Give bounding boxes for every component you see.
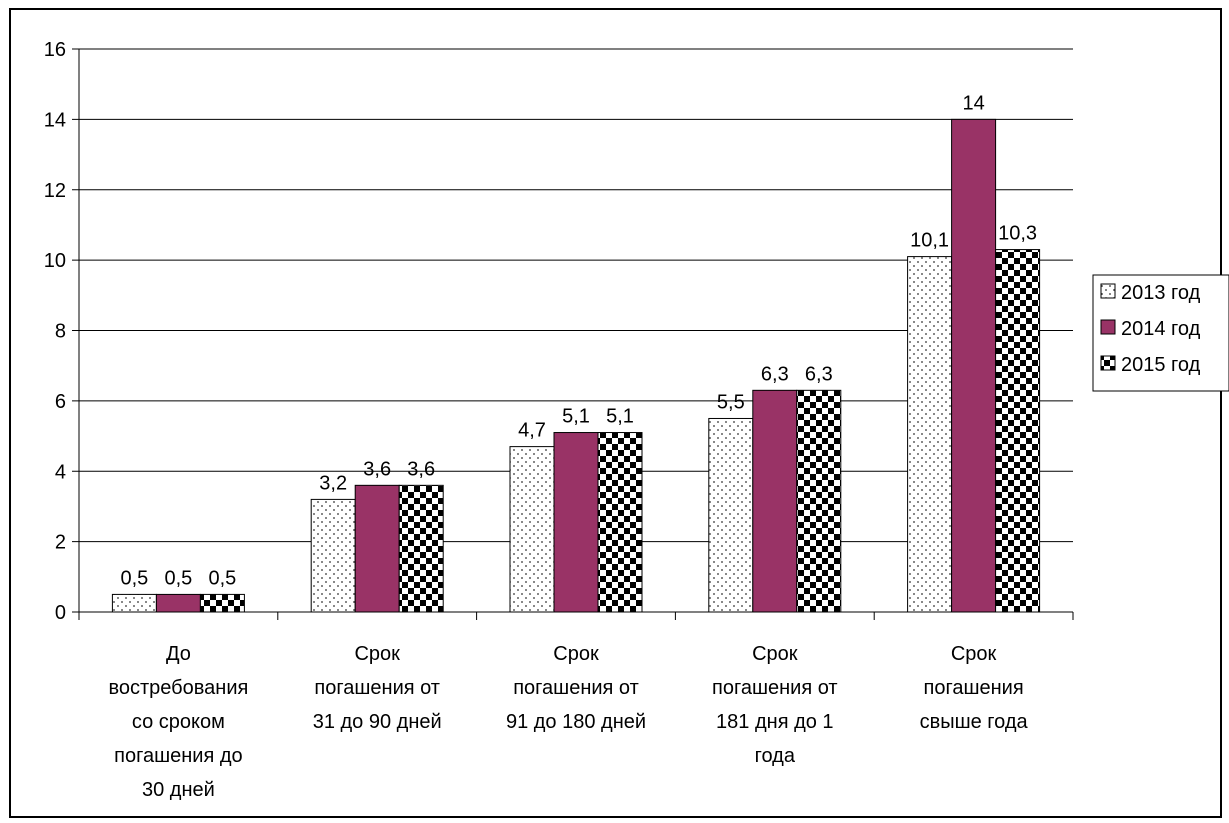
category-label: погашения xyxy=(924,677,1024,699)
data-label: 3,6 xyxy=(407,458,435,480)
category-label: До xyxy=(166,643,191,665)
y-tick-label: 14 xyxy=(44,109,66,131)
data-label: 3,2 xyxy=(319,472,347,494)
legend-swatch xyxy=(1100,283,1116,299)
legend-swatch xyxy=(1100,319,1116,335)
data-label: 5,5 xyxy=(717,391,745,413)
data-label: 6,3 xyxy=(761,363,789,385)
category-label: Срок xyxy=(752,643,798,665)
category-label: погашения от xyxy=(513,677,639,699)
data-label: 0,5 xyxy=(208,567,236,589)
y-tick-label: 8 xyxy=(55,321,66,343)
category-label: погашения от xyxy=(314,677,440,699)
data-label: 14 xyxy=(962,92,984,114)
y-tick-label: 4 xyxy=(55,461,66,483)
y-tick-label: 2 xyxy=(55,532,66,554)
category-label: 91 до 180 дней xyxy=(506,711,646,733)
bar-2013-год xyxy=(907,256,953,613)
bar-2013-год xyxy=(310,498,356,613)
data-label: 5,1 xyxy=(606,406,634,428)
category-label: востребования xyxy=(108,677,248,699)
bar-2015-год xyxy=(995,249,1041,613)
legend-label: 2015 год xyxy=(1121,354,1201,376)
legend-label: 2014 год xyxy=(1121,318,1201,340)
legend-box xyxy=(1092,274,1229,392)
legend-swatch xyxy=(1100,355,1116,371)
category-label: погашения до xyxy=(114,745,243,767)
category-label: Срок xyxy=(553,643,599,665)
data-label: 0,5 xyxy=(120,567,148,589)
y-tick-label: 16 xyxy=(44,39,66,61)
bar-2015-год xyxy=(796,389,842,613)
category-label: Срок xyxy=(951,643,997,665)
axes: 0 2 4 6 8 10 12 14 16 До востребования со сроком пог… xyxy=(44,39,1074,801)
y-tick-label: 6 xyxy=(55,391,66,413)
bar-2013-год xyxy=(708,417,754,613)
category-label: 181 дня до 1 xyxy=(716,711,834,733)
category-label: погашения от xyxy=(712,677,838,699)
bar-2015-год xyxy=(199,593,245,613)
legend-label: 2013 год xyxy=(1121,282,1201,304)
category-label: 30 дней xyxy=(142,779,215,801)
bar-2014-год xyxy=(752,389,798,613)
bar-2015-год xyxy=(398,484,444,613)
data-label: 6,3 xyxy=(805,363,833,385)
y-tick-label: 10 xyxy=(44,250,66,272)
bar-2014-год xyxy=(951,118,997,613)
bar-2014-год xyxy=(553,432,599,613)
y-tick-label: 12 xyxy=(44,180,66,202)
category-label: года xyxy=(755,745,796,767)
y-tick-label: 0 xyxy=(55,602,66,624)
data-label: 5,1 xyxy=(562,406,590,428)
bar-2013-год xyxy=(111,593,157,613)
data-label: 10,1 xyxy=(910,230,949,252)
category-label: со сроком xyxy=(132,711,225,733)
data-label: 10,3 xyxy=(998,223,1037,245)
data-label: 3,6 xyxy=(363,458,391,480)
category-label: свыше года xyxy=(920,711,1029,733)
data-labels: 0,5 0,5 0,5 3,2 3,6 3,6 4,7 5,1 5,1 5,5 6,3 6,3 10,1… xyxy=(120,92,1037,589)
data-label: 0,5 xyxy=(164,567,192,589)
bars xyxy=(111,118,1041,613)
bar-2013-год xyxy=(509,446,555,613)
bar-2015-год xyxy=(597,432,643,613)
bar-2014-год xyxy=(354,484,400,613)
category-label: Срок xyxy=(354,643,400,665)
legend: 2013 год 2014 год 2015 год xyxy=(1092,274,1229,392)
data-label: 4,7 xyxy=(518,420,546,442)
bar-2014-год xyxy=(155,593,201,613)
category-label: 31 до 90 дней xyxy=(313,711,442,733)
